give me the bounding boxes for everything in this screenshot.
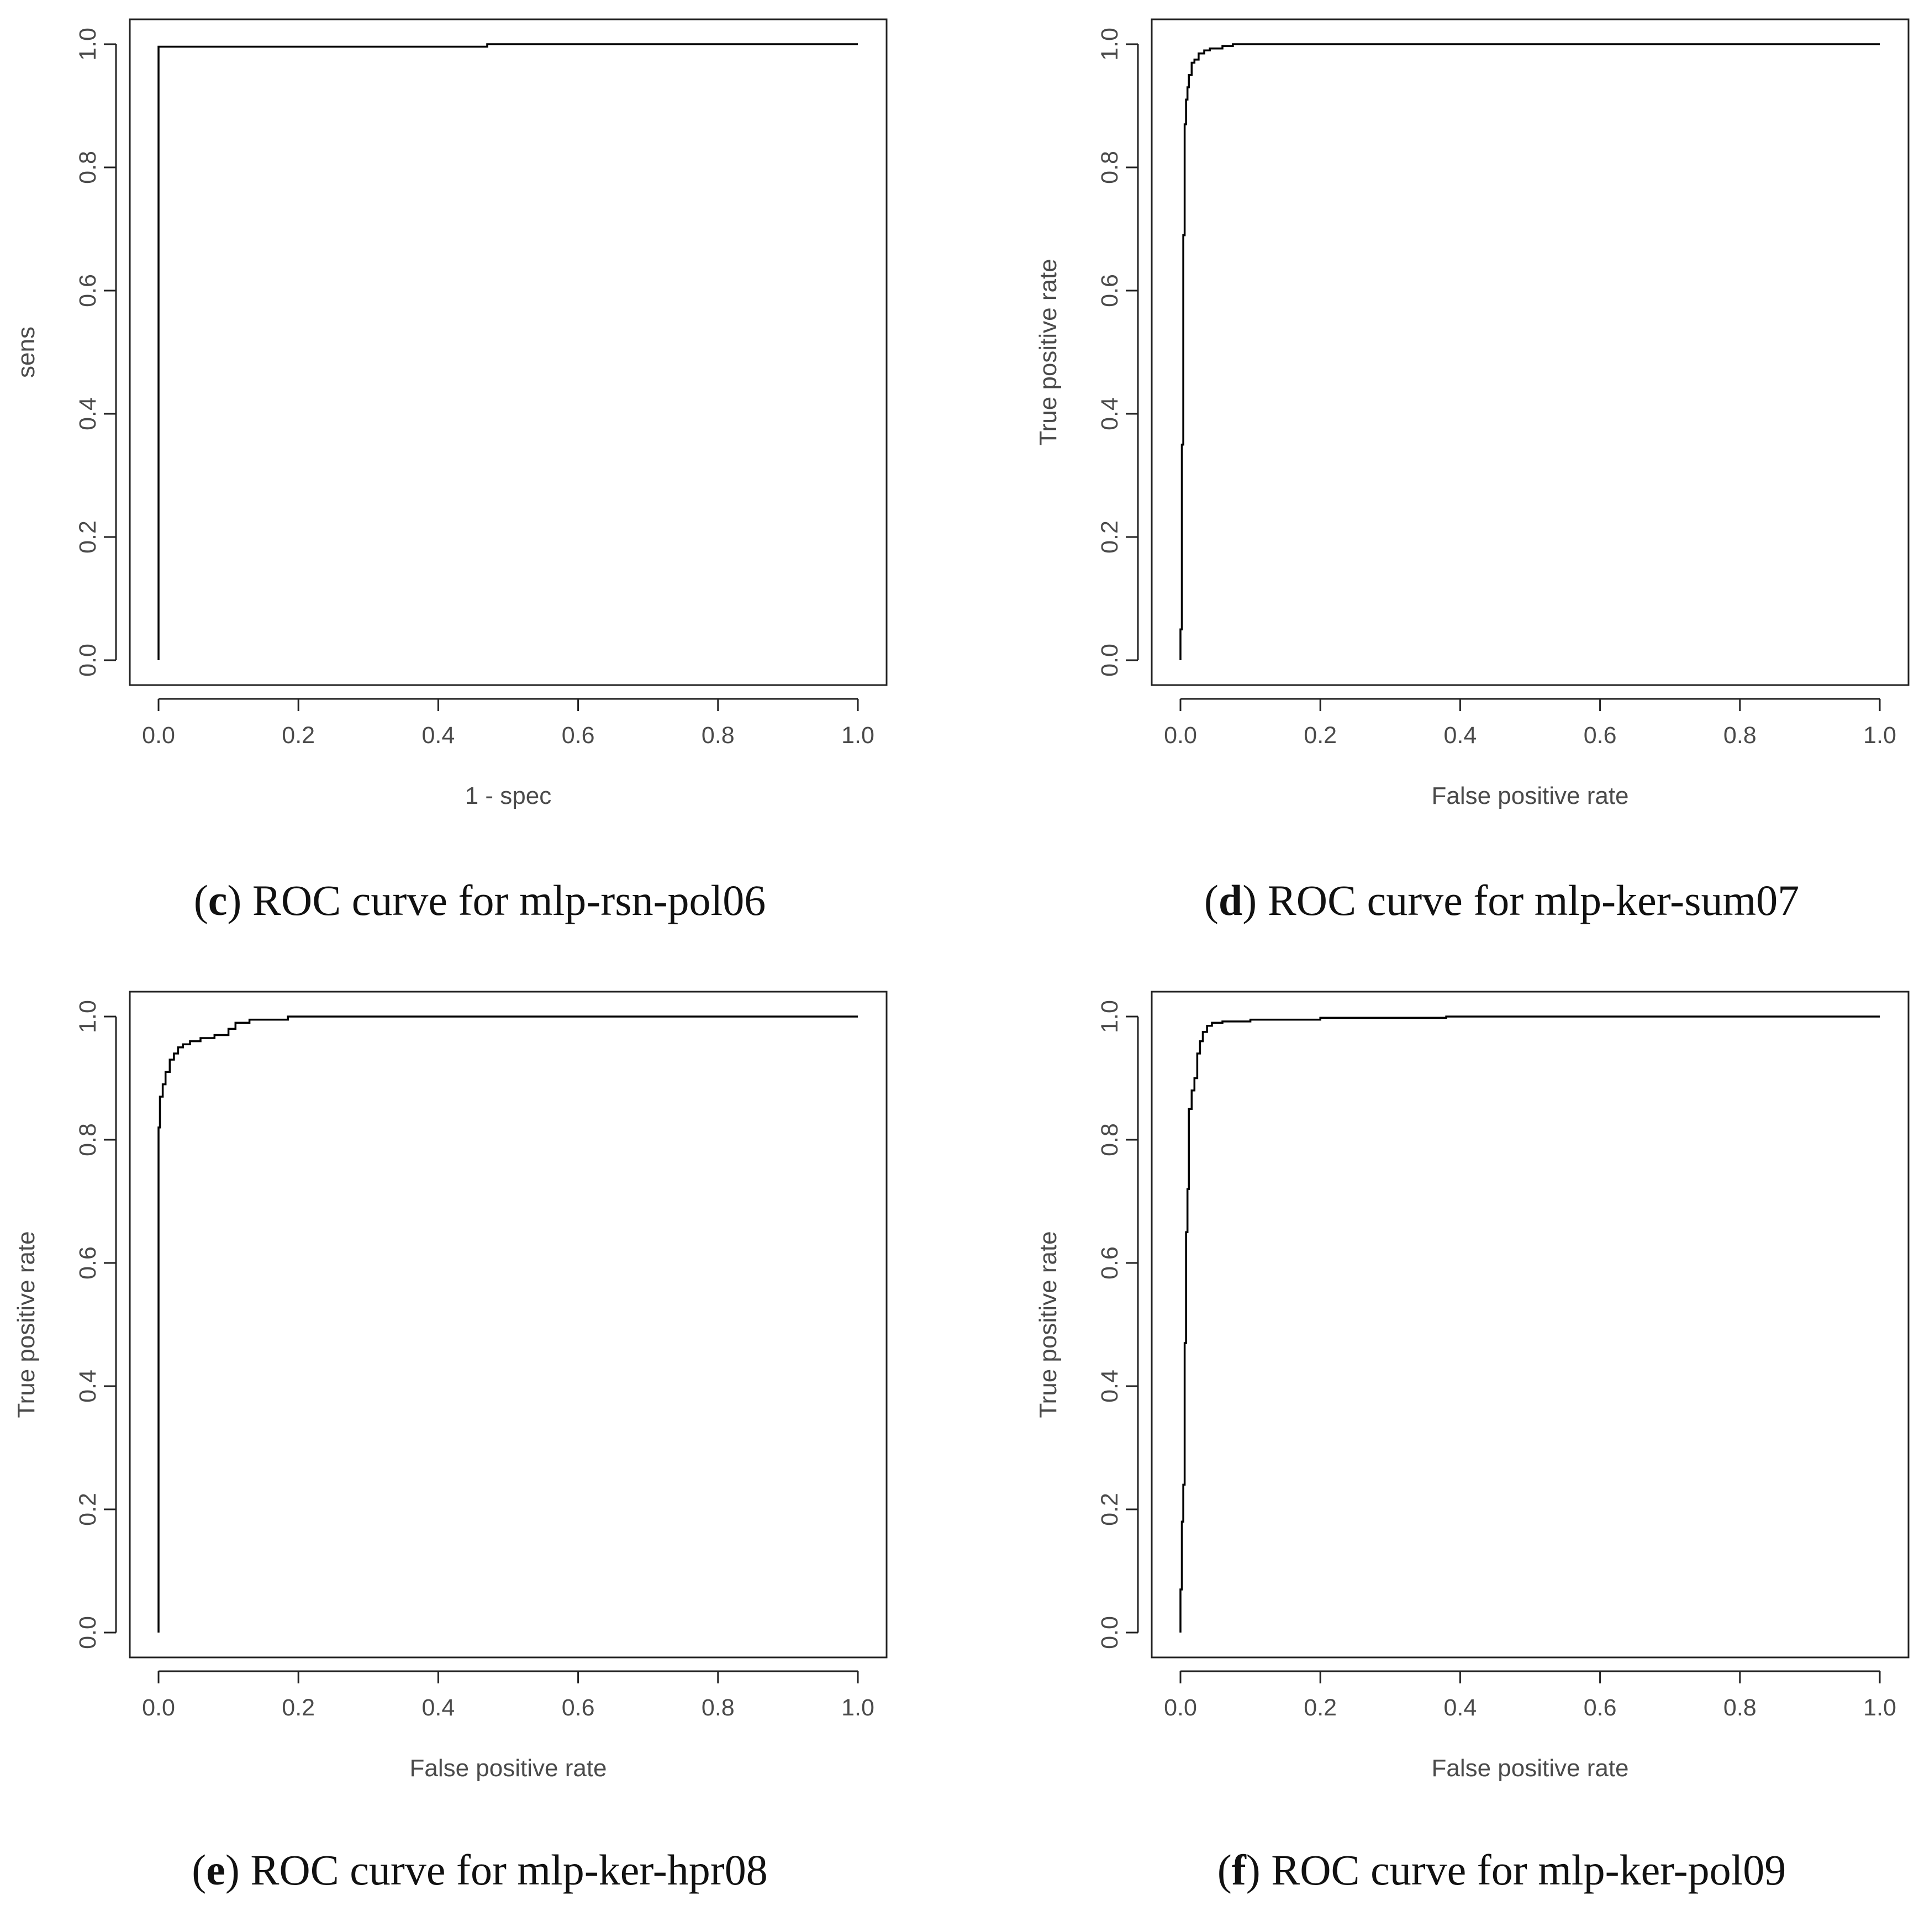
x-tick-label-f: 0.8	[1723, 1694, 1757, 1721]
panel-c: 0.0 0.2 0.4 0.6 0.8 1.0 0.0 0.2 0.4 0.6 0.8 1.0 1 - …	[0, 0, 960, 960]
roc-chart-e: 0.0 0.2 0.4 0.6 0.8 1.0 0.0 0.2 0.4 0.6 0.8 1.0 Fals…	[13, 991, 888, 1782]
y-tick-label-e: 1.0	[75, 1000, 101, 1033]
x-tick-label-c: 0.6	[562, 722, 595, 749]
plot-frame-c	[129, 18, 888, 686]
plot-frame-f	[1151, 991, 1910, 1659]
panel-d: 0.0 0.2 0.4 0.6 0.8 1.0 0.0 0.2 0.4 0.6 0.8 1.0 Fals…	[1022, 0, 1919, 960]
y-tick-label-f: 0.0	[1096, 1616, 1123, 1649]
caption-text-f: ROC curve for mlp-ker-pol09	[1271, 1846, 1786, 1894]
x-tick-label-d: 0.4	[1444, 722, 1477, 749]
x-axis-label-f: False positive rate	[1431, 1755, 1628, 1782]
y-tick-label-d: 1.0	[1096, 28, 1123, 61]
y-tick-label-d: 0.2	[1096, 520, 1123, 554]
roc-chart-d: 0.0 0.2 0.4 0.6 0.8 1.0 0.0 0.2 0.4 0.6 0.8 1.0 Fals…	[1035, 18, 1910, 809]
x-tick-label-f: 1.0	[1863, 1694, 1896, 1721]
caption-letter-d: d	[1218, 876, 1243, 924]
y-axis-label-e: True positive rate	[13, 1231, 40, 1418]
roc-curve-line-e	[157, 1015, 858, 1633]
x-tick-label-c: 1.0	[841, 722, 874, 749]
y-tick-label-c: 1.0	[75, 28, 101, 61]
roc-chart-f: 0.0 0.2 0.4 0.6 0.8 1.0 0.0 0.2 0.4 0.6 0.8 1.0 Fals…	[1035, 991, 1910, 1782]
y-axis-label-c: sens	[13, 327, 40, 378]
x-tick-label-e: 0.6	[562, 1694, 595, 1721]
x-tick-label-d: 0.0	[1164, 722, 1197, 749]
x-tick-label-d: 0.8	[1723, 722, 1757, 749]
panel-e: 0.0 0.2 0.4 0.6 0.8 1.0 0.0 0.2 0.4 0.6 0.8 1.0 Fals…	[0, 972, 960, 1932]
roc-curve-line-f	[1179, 1015, 1880, 1633]
x-axis-label-e: False positive rate	[409, 1755, 607, 1782]
y-tick-label-e: 0.4	[75, 1370, 101, 1403]
y-axis-label-d: True positive rate	[1035, 259, 1062, 445]
x-tick-label-f: 0.0	[1164, 1694, 1197, 1721]
plot-frame-d	[1151, 18, 1910, 686]
x-tick-label-e: 0.0	[142, 1694, 175, 1721]
x-axis-label-c: 1 - spec	[465, 782, 552, 809]
x-tick-label-f: 0.4	[1444, 1694, 1477, 1721]
y-tick-label-d: 0.6	[1096, 274, 1123, 307]
caption-text-e: ROC curve for mlp-ker-hpr08	[250, 1846, 768, 1894]
x-tick-label-e: 0.2	[282, 1694, 315, 1721]
y-tick-label-f: 0.2	[1096, 1493, 1123, 1526]
caption-c: (c) ROC curve for mlp-rsn-pol06	[193, 876, 766, 924]
x-tick-label-f: 0.2	[1304, 1694, 1337, 1721]
x-tick-label-c: 0.4	[422, 722, 455, 749]
y-tick-label-c: 0.6	[75, 274, 101, 307]
y-tick-label-d: 0.8	[1096, 151, 1123, 184]
y-tick-label-e: 0.0	[75, 1616, 101, 1649]
x-tick-label-d: 0.2	[1304, 722, 1337, 749]
roc-chart-c: 0.0 0.2 0.4 0.6 0.8 1.0 0.0 0.2 0.4 0.6 0.8 1.0 1 - …	[13, 18, 888, 809]
caption-letter-e: e	[206, 1846, 225, 1894]
x-axis-label-d: False positive rate	[1431, 782, 1628, 809]
y-tick-label-e: 0.6	[75, 1246, 101, 1280]
x-tick-label-f: 0.6	[1584, 1694, 1617, 1721]
caption-letter-f: f	[1231, 1846, 1246, 1894]
y-tick-label-f: 0.6	[1096, 1246, 1123, 1280]
x-tick-label-e: 0.8	[702, 1694, 735, 1721]
x-tick-label-c: 0.0	[142, 722, 175, 749]
y-tick-label-f: 0.4	[1096, 1370, 1123, 1403]
x-tick-label-c: 0.2	[282, 722, 315, 749]
caption-f: (f) ROC curve for mlp-ker-pol09	[1217, 1846, 1786, 1894]
x-tick-label-d: 0.6	[1584, 722, 1617, 749]
y-tick-label-d: 0.4	[1096, 397, 1123, 430]
y-tick-label-c: 0.0	[75, 644, 101, 677]
y-tick-label-f: 1.0	[1096, 1000, 1123, 1033]
y-axis-label-f: True positive rate	[1035, 1231, 1062, 1418]
x-tick-label-c: 0.8	[702, 722, 735, 749]
plot-frame-e	[129, 991, 888, 1659]
x-tick-label-e: 0.4	[422, 1694, 455, 1721]
caption-e: (e) ROC curve for mlp-ker-hpr08	[192, 1846, 768, 1894]
roc-curve-line-c	[157, 43, 858, 660]
y-tick-label-c: 0.4	[75, 397, 101, 430]
y-tick-label-c: 0.2	[75, 520, 101, 554]
x-tick-label-d: 1.0	[1863, 722, 1896, 749]
y-tick-label-f: 0.8	[1096, 1123, 1123, 1156]
caption-letter-c: c	[208, 876, 228, 924]
caption-text-d: ROC curve for mlp-ker-sum07	[1267, 876, 1800, 924]
caption-text-c: ROC curve for mlp-rsn-pol06	[252, 876, 766, 924]
caption-d: (d) ROC curve for mlp-ker-sum07	[1204, 876, 1800, 924]
y-tick-label-e: 0.8	[75, 1123, 101, 1156]
y-tick-label-d: 0.0	[1096, 644, 1123, 677]
panel-f: 0.0 0.2 0.4 0.6 0.8 1.0 0.0 0.2 0.4 0.6 0.8 1.0 Fals…	[1022, 972, 1919, 1932]
x-tick-label-e: 1.0	[841, 1694, 874, 1721]
y-tick-label-c: 0.8	[75, 151, 101, 184]
roc-curve-line-d	[1179, 43, 1880, 660]
y-tick-label-e: 0.2	[75, 1493, 101, 1526]
